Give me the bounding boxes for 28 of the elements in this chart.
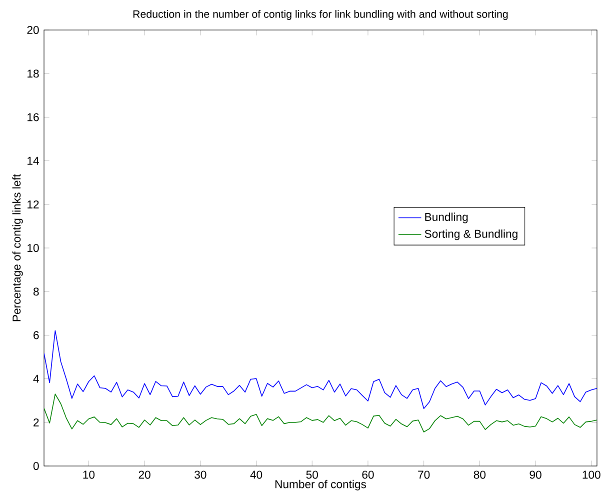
y-tick-label: 6 — [34, 331, 39, 340]
y-tick-label: 18 — [28, 70, 39, 78]
x-tick-label: 60 — [362, 470, 374, 479]
x-tick-label: 40 — [250, 470, 262, 479]
chart-title: Reduction in the number of contig links for link bundling with and without sorting — [133, 10, 508, 20]
x-tick-label: 10 — [83, 470, 95, 479]
y-tick-label: 10 — [28, 244, 39, 252]
x-tick-label: 20 — [138, 470, 150, 479]
x-tick-label: 50 — [306, 470, 318, 479]
x-tick-label: 80 — [474, 470, 486, 479]
legend-label: Bundling — [425, 212, 468, 224]
y-axis-title: Percentage of contig links left — [12, 174, 23, 322]
y-tick-label: 12 — [28, 200, 39, 208]
y-tick-label: 20 — [27, 26, 39, 34]
y-tick-label: 2 — [34, 418, 39, 426]
x-tick-label: 30 — [194, 470, 206, 479]
y-tick-label: 0 — [33, 462, 39, 470]
y-tick-label: 4 — [33, 374, 39, 383]
legend-label: Sorting & Bundling — [424, 230, 518, 240]
x-tick-label: 100 — [582, 470, 600, 479]
y-tick-label: 16 — [28, 113, 39, 122]
y-tick-label: 8 — [33, 288, 39, 296]
line-series — [44, 394, 597, 432]
line-series — [44, 330, 597, 410]
x-tick-label: 90 — [530, 470, 542, 479]
x-axis-title: Number of contigs — [275, 480, 366, 490]
x-tick-label: 70 — [418, 470, 430, 479]
y-tick-label: 14 — [28, 156, 39, 165]
